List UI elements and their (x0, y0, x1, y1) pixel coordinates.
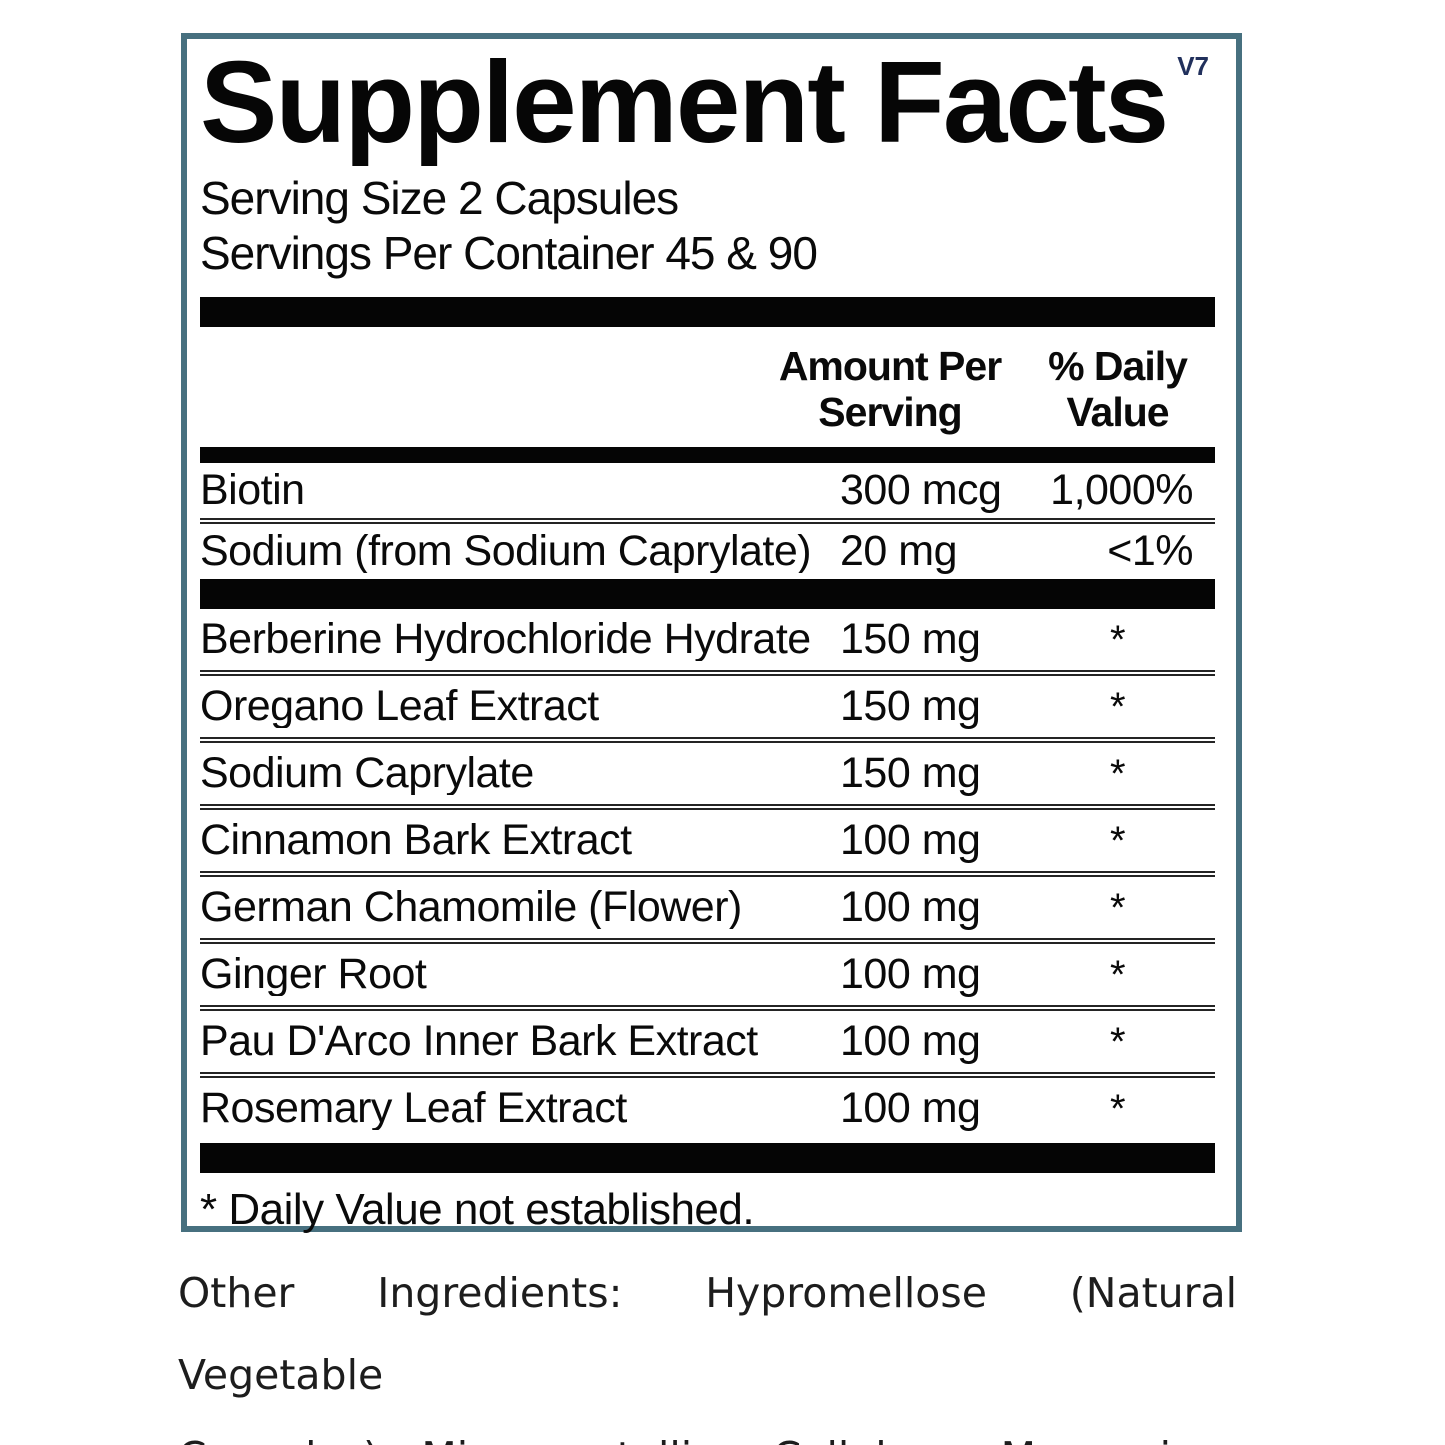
divider-bar-middle (200, 579, 1215, 609)
ingredient-amount: 100 mg (840, 1084, 981, 1132)
ingredient-name: Oregano Leaf Extract (200, 684, 599, 728)
ingredient-name: Sodium (from Sodium Caprylate) (200, 529, 812, 573)
ingredient-daily-value: * (1109, 953, 1126, 997)
other-ingredients-paragraph: Other Ingredients: Hypromellose (Natural… (178, 1252, 1237, 1445)
ingredient-daily-value: * (1109, 1020, 1126, 1064)
daily-value-footnote: * Daily Value not established. (200, 1185, 755, 1234)
ingredient-name: Rosemary Leaf Extract (200, 1086, 627, 1130)
ingredient-row: Ginger Root 100 mg * (200, 938, 1215, 1005)
ingredient-amount: 100 mg (840, 950, 981, 998)
divider-bar-header (200, 447, 1215, 463)
other-ingredients-line-2: Capsules), Microcrystalline Cellulose, M… (178, 1416, 1237, 1445)
column-header-dv-line2: Value (1066, 389, 1169, 435)
panel-inner: V7 Supplement Facts Serving Size 2 Capsu… (200, 37, 1215, 1235)
ingredient-daily-value: * (1109, 886, 1126, 930)
divider-bar-footnote (200, 1143, 1215, 1173)
nutrient-rows-top: Biotin 300 mcg 1,000% Sodium (from Sodiu… (200, 463, 1215, 579)
other-ingredients-line-1: Other Ingredients: Hypromellose (Natural… (178, 1269, 1237, 1399)
version-mark: V7 (1177, 51, 1209, 81)
ingredient-amount: 20 mg (840, 527, 958, 575)
ingredient-name: Ginger Root (200, 952, 427, 996)
ingredient-name: Cinnamon Bark Extract (200, 818, 632, 862)
ingredient-amount: 150 mg (840, 615, 981, 663)
column-header-amount-line1: Amount Per (778, 343, 1002, 389)
ingredient-row: Biotin 300 mcg 1,000% (200, 463, 1215, 518)
ingredient-name: Pau D'Arco Inner Bark Extract (200, 1019, 758, 1063)
serving-info: Serving Size 2 Capsules Servings Per Con… (200, 171, 1215, 281)
ingredient-row: Sodium Caprylate 150 mg * (200, 737, 1215, 804)
ingredient-name: Sodium Caprylate (200, 751, 534, 795)
ingredient-daily-value: * (1109, 1087, 1126, 1131)
ingredient-row: Rosemary Leaf Extract 100 mg * (200, 1072, 1215, 1139)
column-header-dv-line1: % Daily (1048, 343, 1188, 389)
ingredient-row: Oregano Leaf Extract 150 mg * (200, 670, 1215, 737)
ingredient-amount: 100 mg (840, 883, 981, 931)
ingredient-row: Berberine Hydrochloride Hydrate 150 mg * (200, 609, 1215, 670)
ingredient-name: Berberine Hydrochloride Hydrate (200, 617, 811, 661)
panel-title: Supplement Facts (200, 37, 1169, 167)
ingredient-amount: 300 mcg (840, 466, 1002, 514)
supplement-facts-panel: V7 Supplement Facts Serving Size 2 Capsu… (181, 33, 1242, 1235)
ingredient-row: Pau D'Arco Inner Bark Extract 100 mg * (200, 1005, 1215, 1072)
servings-per-container-line: Servings Per Container 45 & 90 (200, 227, 818, 279)
divider-bar-top (200, 297, 1215, 327)
ingredient-daily-value: * (1109, 819, 1126, 863)
ingredient-amount: 100 mg (840, 1017, 981, 1065)
ingredient-row: German Chamomile (Flower) 100 mg * (200, 871, 1215, 938)
ingredient-row: Sodium (from Sodium Caprylate) 20 mg <1% (200, 518, 1215, 579)
ingredient-daily-value: 1,000% (1050, 466, 1193, 514)
ingredient-daily-value: * (1109, 618, 1126, 662)
ingredient-name: German Chamomile (Flower) (200, 885, 742, 929)
table-header-row: Amount Per Serving % Daily Value (200, 327, 1215, 447)
ingredient-name: Biotin (200, 468, 305, 512)
nutrient-rows-botanicals: Berberine Hydrochloride Hydrate 150 mg *… (200, 609, 1215, 1139)
ingredient-row: Cinnamon Bark Extract 100 mg * (200, 804, 1215, 871)
ingredient-daily-value: * (1109, 752, 1126, 796)
ingredient-amount: 150 mg (840, 682, 981, 730)
column-header-amount-line2: Serving (818, 389, 962, 435)
column-header-dv: % Daily Value (1020, 343, 1215, 435)
ingredient-amount: 100 mg (840, 816, 981, 864)
ingredient-daily-value: * (1109, 685, 1126, 729)
ingredient-amount: 150 mg (840, 749, 981, 797)
serving-size-line: Serving Size 2 Capsules (200, 172, 679, 224)
ingredient-daily-value: <1% (1107, 527, 1193, 575)
column-header-amount: Amount Per Serving (760, 343, 1020, 435)
